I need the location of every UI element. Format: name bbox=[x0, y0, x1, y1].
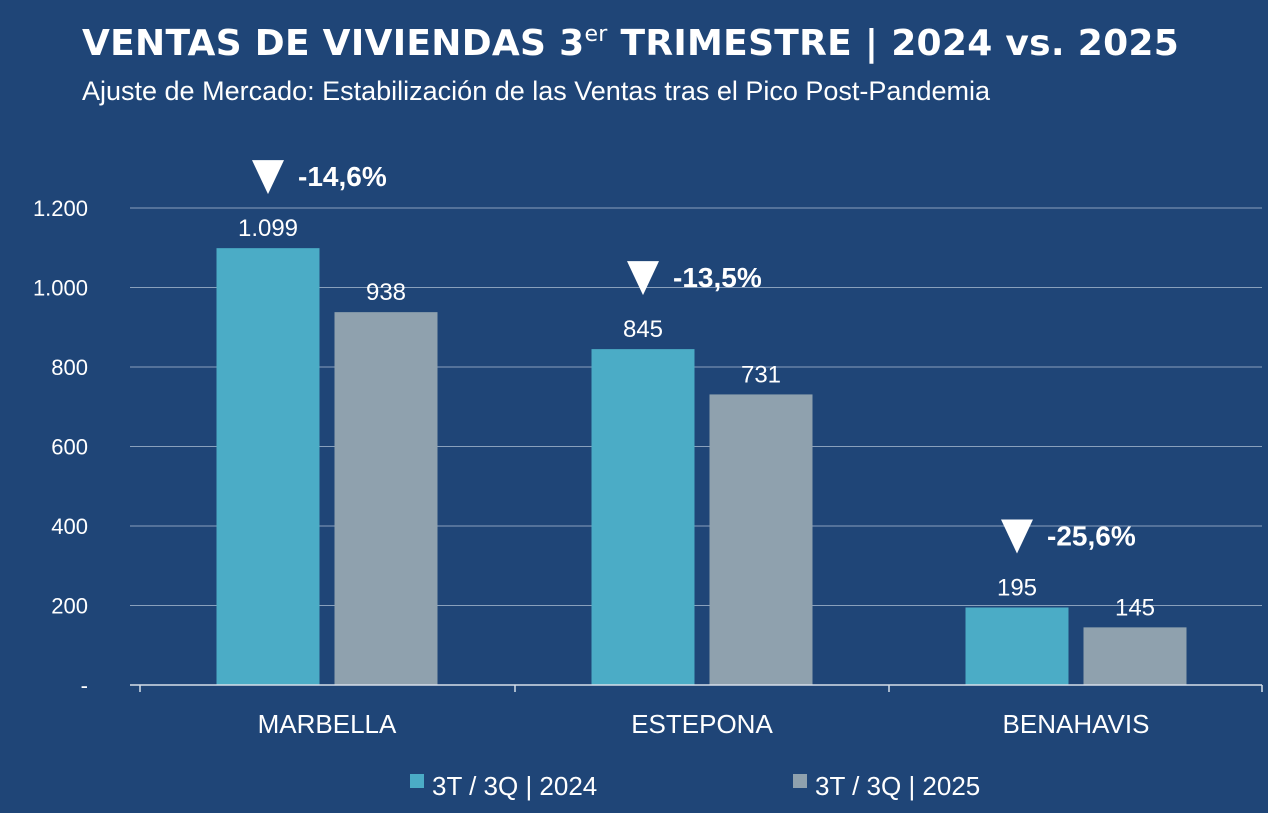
data-label: 845 bbox=[623, 316, 663, 343]
bar-marbella-2024 bbox=[216, 248, 320, 685]
legend-label: 3T / 3Q | 2025 bbox=[815, 771, 980, 801]
chart-subtitle: Ajuste de Mercado: Estabilización de las… bbox=[82, 76, 990, 106]
change-label: -13,5% bbox=[673, 262, 762, 293]
bar-estepona-2024 bbox=[591, 349, 695, 685]
title-rest: TRIMESTRE | 2024 vs. 2025 bbox=[607, 23, 1180, 64]
data-label: 1.099 bbox=[238, 215, 298, 242]
y-tick-label: - bbox=[81, 673, 88, 698]
down-triangle-icon bbox=[1001, 519, 1033, 554]
axes: - 200 400 600 800 1.000 1.200 MARBELLA ESTEPONA B… bbox=[33, 196, 1263, 739]
y-tick-label: 800 bbox=[51, 355, 88, 380]
y-tick-label: 1.000 bbox=[33, 276, 88, 301]
y-tick-label: 600 bbox=[51, 435, 88, 460]
data-label: 731 bbox=[741, 361, 781, 388]
data-labels: 1.099 938 -14,6% 845 731 -13,5% 195 145 -25,6% bbox=[238, 160, 1155, 621]
down-triangle-icon bbox=[627, 261, 659, 296]
bar-estepona-2025 bbox=[709, 394, 813, 685]
y-tick-label: 1.200 bbox=[33, 196, 88, 221]
chart-title: VENTAS DE VIVIENDAS 3er TRIMESTRE | 2024… bbox=[82, 22, 1179, 64]
y-tick-label: 400 bbox=[51, 514, 88, 539]
legend-swatch-2025 bbox=[793, 774, 807, 788]
category-label-benahavis: BENAHAVIS bbox=[1003, 709, 1150, 739]
down-triangle-icon bbox=[252, 160, 284, 195]
legend: 3T / 3Q | 2024 3T / 3Q | 2025 bbox=[410, 771, 980, 801]
change-label: -14,6% bbox=[298, 161, 387, 192]
legend-swatch-2024 bbox=[410, 774, 424, 788]
title-superscript: er bbox=[584, 22, 608, 47]
category-label-estepona: ESTEPONA bbox=[631, 709, 773, 739]
data-label: 938 bbox=[366, 279, 406, 306]
bar-benahavis-2024 bbox=[965, 607, 1069, 685]
bar-benahavis-2025 bbox=[1083, 627, 1187, 685]
category-label-marbella: MARBELLA bbox=[258, 709, 397, 739]
data-label: 195 bbox=[997, 574, 1037, 601]
bars bbox=[216, 248, 1187, 685]
data-label: 145 bbox=[1115, 594, 1155, 621]
change-label: -25,6% bbox=[1047, 520, 1136, 551]
legend-label: 3T / 3Q | 2024 bbox=[432, 771, 597, 801]
title-main: VENTAS DE VIVIENDAS 3 bbox=[82, 23, 585, 64]
bar-marbella-2025 bbox=[334, 312, 438, 685]
y-tick-label: 200 bbox=[51, 594, 88, 619]
